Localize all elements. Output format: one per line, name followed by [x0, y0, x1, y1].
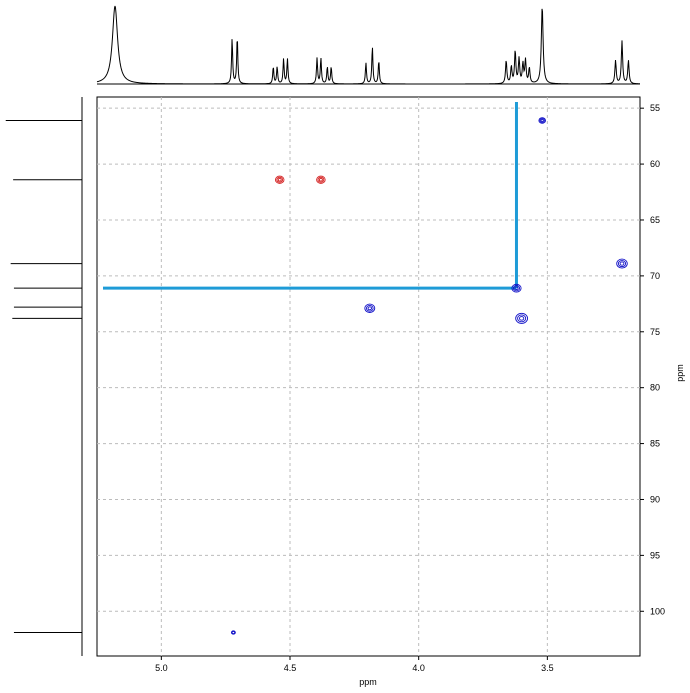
x-axis-label: ppm: [359, 677, 377, 687]
top-projection: [96, 5, 641, 85]
contour-level: [367, 306, 373, 311]
plot-area: [96, 96, 641, 657]
side-projection-trace: [5, 119, 82, 634]
x-tick-label: 4.0: [412, 663, 425, 673]
contour-level: [231, 630, 236, 635]
cross-peak: [274, 175, 285, 184]
contour-level: [519, 316, 525, 321]
contour-level: [317, 176, 325, 183]
y-tick-label: 65: [650, 215, 660, 225]
cross-peak: [316, 175, 326, 184]
y-tick-label: 90: [650, 494, 660, 504]
y-tick-label: 70: [650, 271, 660, 281]
cross-peak: [364, 303, 376, 313]
y-tick-label: 80: [650, 383, 660, 393]
highlight-crosshair: [103, 102, 518, 290]
contour-level: [617, 260, 627, 268]
contour-level: [616, 258, 628, 269]
contour-level: [512, 285, 521, 292]
plot-frame: [96, 96, 641, 657]
contour-level: [277, 177, 282, 182]
cross-peak: [511, 283, 522, 293]
contour-level: [619, 261, 625, 266]
contour-level: [517, 314, 527, 323]
contour-level: [538, 117, 546, 124]
contour-level: [511, 283, 522, 293]
cross-peak: [230, 630, 236, 635]
cross-peak: [616, 258, 628, 269]
contour-level: [514, 286, 519, 291]
y-tick-label: 75: [650, 327, 660, 337]
contour-level: [540, 119, 544, 122]
contour-level: [539, 118, 545, 123]
y-tick-label: 100: [650, 606, 665, 616]
y-axis: 55 60 65 70 75 80 85 90 95 100: [640, 103, 665, 616]
contour-level: [276, 176, 284, 183]
x-axis: 5.0 4.5 4.0 3.5: [155, 656, 554, 673]
y-tick-label: 95: [650, 550, 660, 560]
cross-peaks: [230, 117, 628, 635]
contour-level: [515, 312, 529, 324]
x-tick-label: 4.5: [284, 663, 297, 673]
cross-peak: [515, 312, 529, 324]
y-tick-label: 60: [650, 159, 660, 169]
y-tick-label: 55: [650, 103, 660, 113]
contour-level: [274, 175, 285, 184]
y-tick-label: 85: [650, 439, 660, 449]
grid: [97, 97, 640, 656]
contour-level: [318, 177, 323, 182]
contour-level: [230, 630, 236, 635]
contour-level: [364, 303, 376, 313]
contour-level: [365, 304, 374, 312]
x-tick-label: 5.0: [155, 663, 168, 673]
cross-peak: [538, 117, 546, 124]
y-axis-label: ppm: [675, 364, 685, 382]
x-tick-label: 3.5: [541, 663, 554, 673]
top-projection-trace: [96, 5, 641, 85]
contour-level: [316, 175, 326, 184]
side-projection: [5, 97, 83, 656]
